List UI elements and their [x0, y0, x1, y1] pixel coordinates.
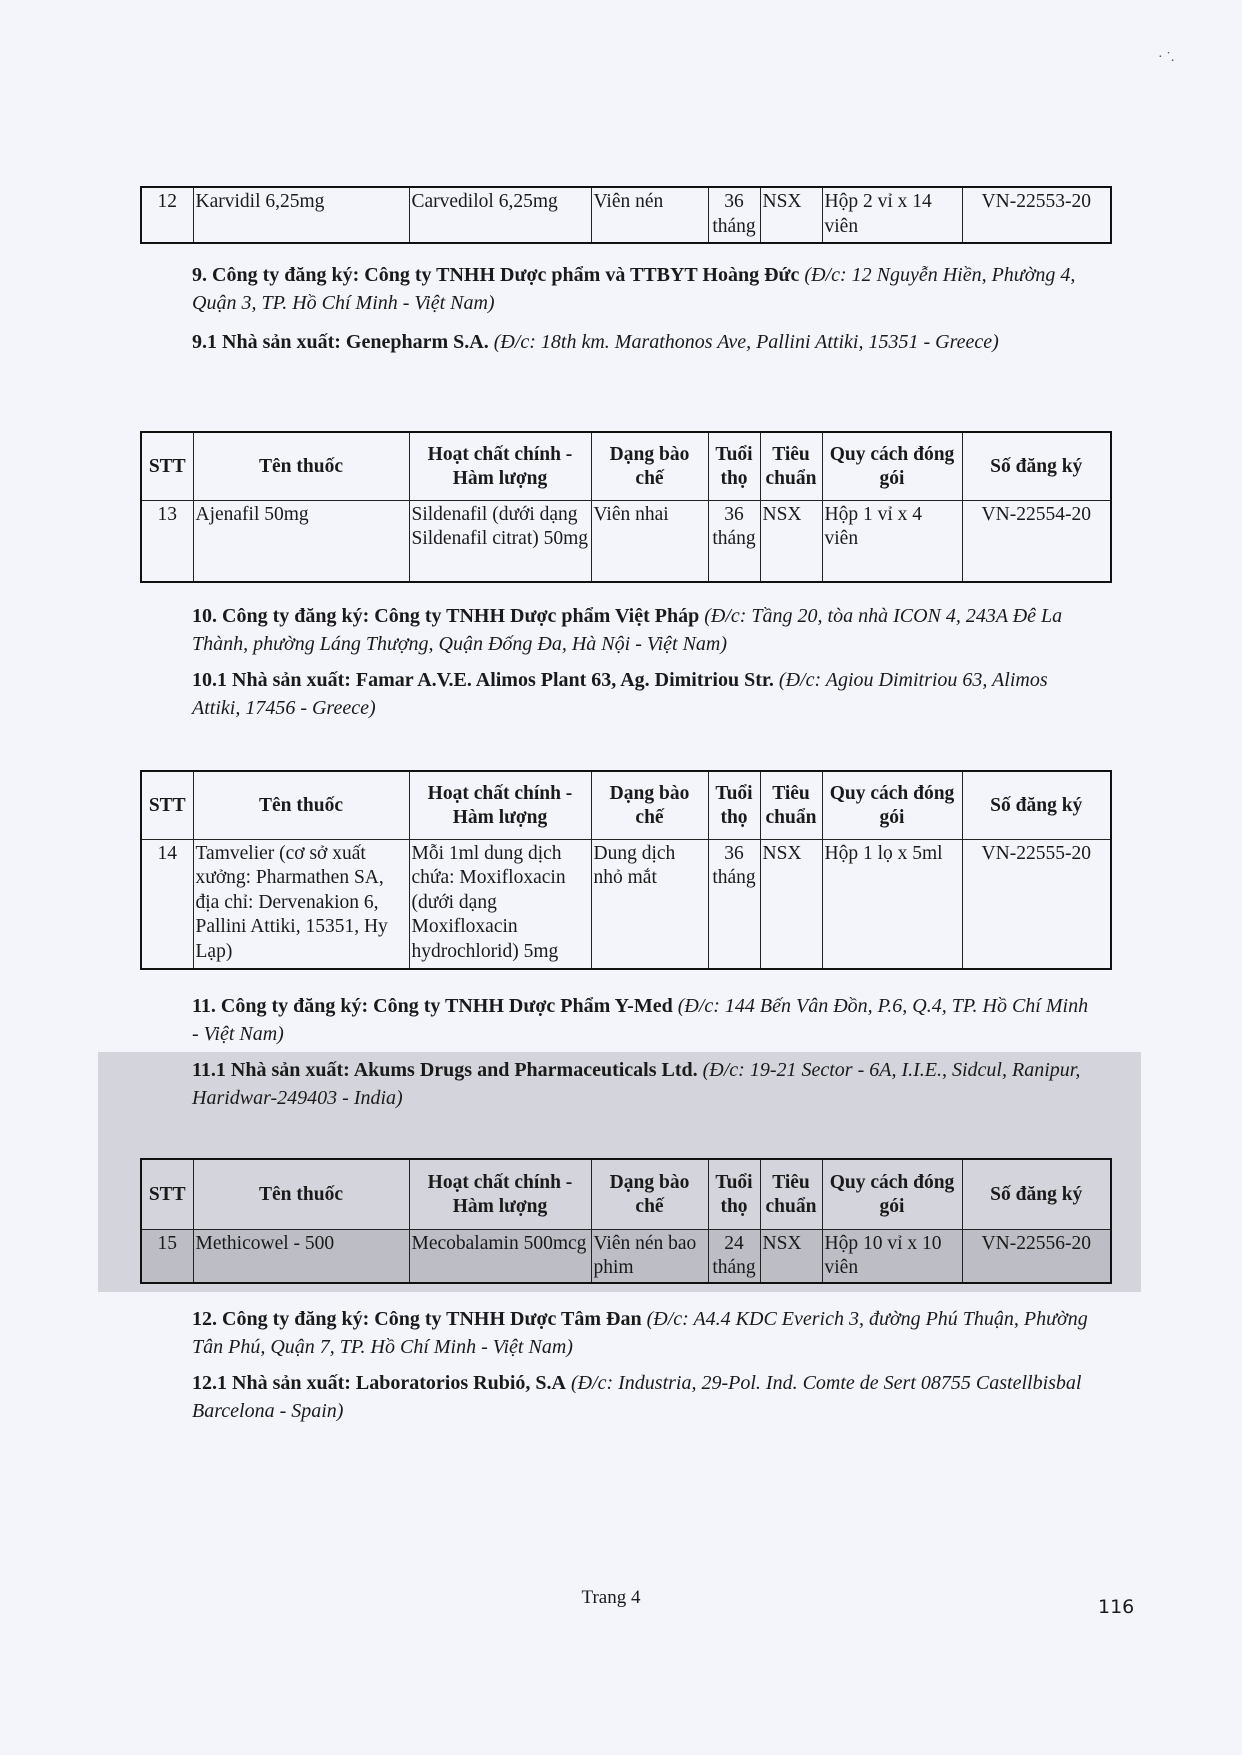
section-11-1: 11.1 Nhà sản xuất: Akums Drugs and Pharm… [192, 1057, 1092, 1112]
section-label: 9. Công ty đăng ký: Công ty TNHH Dược ph… [192, 264, 800, 286]
active-cell: Mecobalamin 500mcg [408, 1228, 592, 1284]
stt-cell: 12 [140, 186, 194, 244]
col-header: Tiêu chuẩn [759, 1158, 823, 1230]
section-label: 12. Công ty đăng ký: Công ty TNHH Dược T… [192, 1308, 642, 1330]
section-9-1: 9.1 Nhà sản xuất: Genepharm S.A. (Đ/c: 1… [192, 329, 1092, 357]
col-header: STT [140, 770, 194, 840]
section-address: (Đ/c: Agiou Dimitriou 63, Alimos Attiki,… [192, 669, 1048, 719]
page-number: 116 [1098, 1596, 1135, 1618]
page-label: Trang 4 [581, 1587, 641, 1608]
std-cell: NSX [759, 1228, 823, 1284]
col-header: Tuổi thọ [707, 431, 761, 501]
form-cell: Viên nén [590, 186, 709, 244]
shelf-cell: 36 tháng [707, 186, 761, 244]
col-header: Tên thuốc [192, 770, 410, 840]
table-row: 13 Ajenafil 50mg Sildenafil (dưới dạng S… [140, 499, 1112, 583]
section-label: 10.1 Nhà sản xuất: Famar A.V.E. Alimos P… [192, 669, 774, 691]
reg-cell: VN-22554-20 [961, 499, 1112, 583]
name-cell: Methicowel - 500 [192, 1228, 410, 1284]
col-header: STT [140, 1158, 194, 1230]
section-address: (Đ/c: Industria, 29-Pol. Ind. Comte de S… [192, 1372, 1082, 1422]
reg-cell: VN-22553-20 [961, 186, 1112, 244]
name-cell: Karvidil 6,25mg [192, 186, 410, 244]
drug-table-4: STT Tên thuốc Hoạt chất chính - Hàm lượn… [140, 1158, 1112, 1284]
reg-cell: VN-22555-20 [961, 838, 1112, 970]
pack-cell: Hộp 1 vỉ x 4 viên [821, 499, 963, 583]
pack-cell: Hộp 1 lọ x 5ml [821, 838, 963, 970]
section-address: (Đ/c: Tầng 20, tòa nhà ICON 4, 243A Đê L… [192, 605, 1063, 655]
drug-table-2: STT Tên thuốc Hoạt chất chính - Hàm lượn… [140, 431, 1112, 583]
std-cell: NSX [759, 838, 823, 970]
active-cell: Sildenafil (dưới dạng Sildenafil citrat)… [408, 499, 592, 583]
section-label: 11.1 Nhà sản xuất: Akums Drugs and Pharm… [192, 1059, 698, 1081]
section-address: (Đ/c: 12 Nguyễn Hiền, Phường 4, Quận 3, … [192, 264, 1076, 314]
table-header: STT Tên thuốc Hoạt chất chính - Hàm lượn… [140, 1158, 1112, 1230]
table-row: 14 Tamvelier (cơ sở xuất xưởng: Pharmath… [140, 838, 1112, 970]
col-header: Số đăng ký [961, 1158, 1112, 1230]
section-address: (Đ/c: A4.4 KDC Everich 3, đường Phú Thuậ… [192, 1308, 1088, 1358]
col-header: Tuổi thọ [707, 770, 761, 840]
stt-cell: 13 [140, 499, 194, 583]
section-address: (Đ/c: 19-21 Sector - 6A, I.I.E., Sidcul,… [192, 1059, 1081, 1109]
col-header: Quy cách đóng gói [821, 431, 963, 501]
col-header: Tiêu chuẩn [759, 431, 823, 501]
table-header: STT Tên thuốc Hoạt chất chính - Hàm lượn… [140, 431, 1112, 501]
section-label: 10. Công ty đăng ký: Công ty TNHH Dược p… [192, 605, 700, 627]
scan-speck: · ˙. [1158, 50, 1175, 65]
col-header: Tiêu chuẩn [759, 770, 823, 840]
std-cell: NSX [759, 186, 823, 244]
reg-cell: VN-22556-20 [961, 1228, 1112, 1284]
col-header: Dạng bào chế [590, 1158, 709, 1230]
form-cell: Viên nén bao phim [590, 1228, 709, 1284]
shelf-cell: 36 tháng [707, 838, 761, 970]
stt-cell: 15 [140, 1228, 194, 1284]
form-cell: Viên nhai [590, 499, 709, 583]
pack-cell: Hộp 2 vỉ x 14 viên [821, 186, 963, 244]
col-header: Dạng bào chế [590, 431, 709, 501]
section-label: 9.1 Nhà sản xuất: Genepharm S.A. [192, 331, 489, 353]
form-cell: Dung dịch nhỏ mắt [590, 838, 709, 970]
col-header: Quy cách đóng gói [821, 1158, 963, 1230]
col-header: STT [140, 431, 194, 501]
section-11: 11. Công ty đăng ký: Công ty TNHH Dược P… [192, 993, 1092, 1048]
col-header: Hoạt chất chính - Hàm lượng [408, 770, 592, 840]
active-cell: Mỗi 1ml dung dịch chứa: Moxifloxacin (dư… [408, 838, 592, 970]
col-header: Hoạt chất chính - Hàm lượng [408, 431, 592, 501]
name-cell: Ajenafil 50mg [192, 499, 410, 583]
col-header: Tên thuốc [192, 1158, 410, 1230]
section-10-1: 10.1 Nhà sản xuất: Famar A.V.E. Alimos P… [192, 667, 1092, 722]
section-label: 12.1 Nhà sản xuất: Laboratorios Rubió, S… [192, 1372, 566, 1394]
table-row: 12 Karvidil 6,25mg Carvedilol 6,25mg Viê… [140, 186, 1112, 244]
section-9: 9. Công ty đăng ký: Công ty TNHH Dược ph… [192, 262, 1092, 317]
col-header: Dạng bào chế [590, 770, 709, 840]
drug-table-3: STT Tên thuốc Hoạt chất chính - Hàm lượn… [140, 770, 1112, 970]
col-header: Tuổi thọ [707, 1158, 761, 1230]
section-label: 11. Công ty đăng ký: Công ty TNHH Dược P… [192, 995, 673, 1017]
col-header: Hoạt chất chính - Hàm lượng [408, 1158, 592, 1230]
pack-cell: Hộp 10 vỉ x 10 viên [821, 1228, 963, 1284]
section-address: (Đ/c: 18th km. Marathonos Ave, Pallini A… [493, 331, 999, 353]
section-12: 12. Công ty đăng ký: Công ty TNHH Dược T… [192, 1306, 1092, 1361]
table-header: STT Tên thuốc Hoạt chất chính - Hàm lượn… [140, 770, 1112, 840]
col-header: Số đăng ký [961, 770, 1112, 840]
drug-table-1: 12 Karvidil 6,25mg Carvedilol 6,25mg Viê… [140, 186, 1112, 244]
shelf-cell: 24 tháng [707, 1228, 761, 1284]
std-cell: NSX [759, 499, 823, 583]
col-header: Tên thuốc [192, 431, 410, 501]
shelf-cell: 36 tháng [707, 499, 761, 583]
col-header: Quy cách đóng gói [821, 770, 963, 840]
section-12-1: 12.1 Nhà sản xuất: Laboratorios Rubió, S… [192, 1370, 1092, 1425]
section-address: (Đ/c: 144 Bến Vân Đồn, P.6, Q.4, TP. Hồ … [192, 995, 1089, 1045]
stt-cell: 14 [140, 838, 194, 970]
table-row: 15 Methicowel - 500 Mecobalamin 500mcg V… [140, 1228, 1112, 1284]
col-header: Số đăng ký [961, 431, 1112, 501]
name-cell: Tamvelier (cơ sở xuất xưởng: Pharmathen … [192, 838, 410, 970]
active-cell: Carvedilol 6,25mg [408, 186, 592, 244]
section-10: 10. Công ty đăng ký: Công ty TNHH Dược p… [192, 603, 1092, 658]
